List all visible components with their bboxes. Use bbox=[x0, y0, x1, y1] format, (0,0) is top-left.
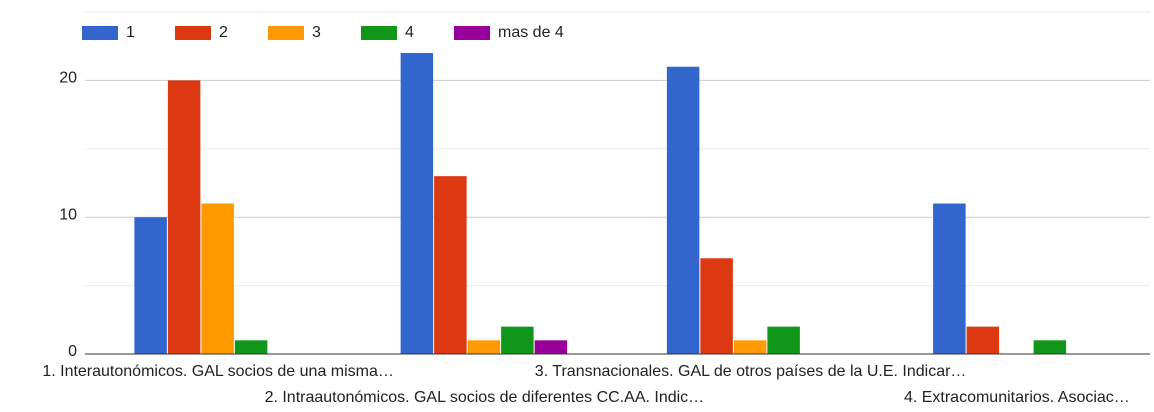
bar bbox=[134, 217, 167, 354]
bar bbox=[700, 258, 733, 354]
legend-label: mas de 4 bbox=[498, 24, 564, 41]
x-tick-label: 3. Transnacionales. GAL de otros países … bbox=[535, 363, 967, 380]
legend-label: 3 bbox=[312, 24, 321, 41]
bar bbox=[201, 203, 234, 354]
bar bbox=[400, 53, 434, 354]
bar bbox=[666, 66, 700, 354]
legend-label: 2 bbox=[219, 24, 228, 41]
bar bbox=[1033, 340, 1067, 354]
x-tick-label: 2. Intraautonómicos. GAL socios de difer… bbox=[265, 389, 705, 406]
bar bbox=[933, 203, 966, 354]
legend-label: 4 bbox=[405, 24, 414, 41]
y-tick-label: 20 bbox=[59, 70, 77, 87]
legend-swatch bbox=[454, 26, 490, 40]
y-tick-label: 0 bbox=[68, 343, 77, 360]
bar bbox=[534, 340, 568, 354]
bar bbox=[234, 340, 268, 354]
bar bbox=[501, 326, 534, 354]
bar bbox=[167, 80, 201, 355]
bar bbox=[467, 340, 501, 354]
x-tick-label: 1. Interautonómicos. GAL socios de una m… bbox=[42, 363, 394, 380]
bar bbox=[966, 326, 1000, 354]
bar bbox=[767, 326, 800, 354]
legend-swatch bbox=[268, 26, 304, 40]
legend-swatch bbox=[175, 26, 211, 40]
legend-label: 1 bbox=[126, 24, 135, 41]
bar bbox=[434, 176, 467, 354]
bar bbox=[733, 340, 767, 354]
y-tick-label: 10 bbox=[59, 206, 77, 223]
legend-swatch bbox=[361, 26, 397, 40]
legend-swatch bbox=[82, 26, 118, 40]
x-tick-label: 4. Extracomunitarios. Asociac… bbox=[904, 389, 1130, 406]
